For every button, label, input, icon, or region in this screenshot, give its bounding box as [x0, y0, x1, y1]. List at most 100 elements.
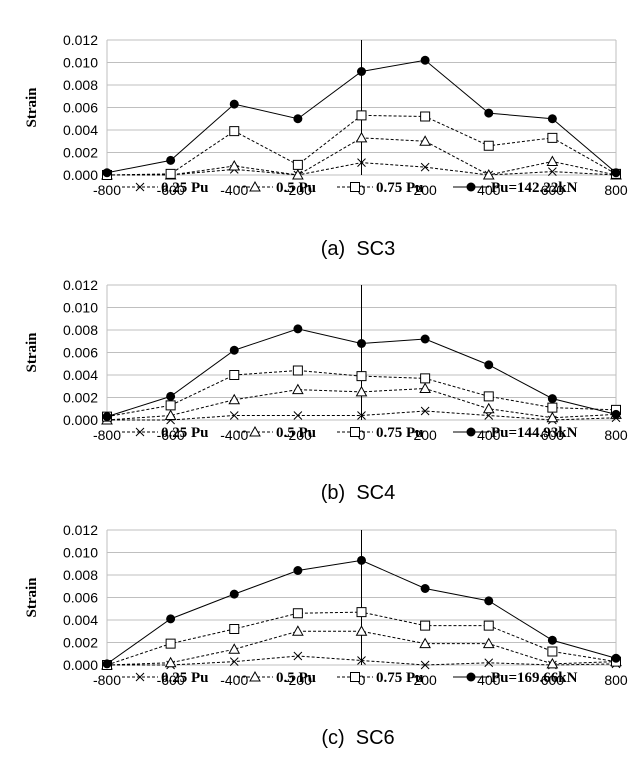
x-tick-label: -200 [284, 427, 312, 443]
data-point [484, 360, 494, 370]
data-point [356, 110, 367, 121]
data-point [356, 371, 367, 382]
legend-marker [350, 672, 360, 682]
data-point [166, 391, 176, 401]
y-tick-label: 0.002 [63, 390, 98, 406]
data-point [420, 162, 430, 172]
x-tick-label: 400 [477, 672, 501, 688]
chart-caption: (b) SC4 [321, 482, 395, 504]
data-point [292, 625, 304, 636]
data-point [546, 411, 559, 423]
data-point [484, 596, 494, 606]
data-point [547, 635, 557, 645]
x-tick-label: 400 [477, 182, 501, 198]
data-point [165, 638, 176, 649]
y-tick-label: 0.000 [63, 412, 98, 428]
data-point [164, 409, 177, 420]
data-point [293, 114, 303, 124]
data-point [420, 334, 430, 344]
legend-marker [249, 670, 261, 682]
strain-chart-panel: 0.000 0.002 0.004 0.006 0.008 0.010 0.012 -800 -… [24, 522, 628, 749]
data-point [547, 132, 558, 143]
x-tick-label: -400 [220, 672, 248, 688]
x-tick-label: 200 [413, 427, 437, 443]
x-tick-label: 800 [604, 182, 628, 198]
data-point [102, 412, 112, 422]
x-tick-label: 600 [541, 182, 565, 198]
data-point [420, 111, 431, 122]
data-point [228, 393, 241, 405]
y-tick-label: 0.000 [63, 657, 98, 673]
legend-marker [135, 427, 145, 437]
y-axis-label: Strain [24, 87, 40, 128]
legend-label: 0.75 Pu [376, 425, 424, 441]
y-tick-label: 0.006 [63, 345, 98, 361]
y-tick-label: 0.010 [63, 545, 98, 561]
data-point [292, 608, 303, 619]
x-tick-label: 600 [541, 427, 565, 443]
legend-marker [249, 425, 261, 437]
y-tick-label: 0.004 [63, 367, 98, 383]
legend-label: 0.75 Pu [376, 670, 424, 686]
data-point [165, 400, 176, 411]
y-tick-label: 0.008 [63, 77, 98, 93]
data-point [420, 406, 430, 416]
y-tick-label: 0.008 [63, 567, 98, 583]
legend-marker [466, 672, 476, 682]
legend-marker [350, 182, 360, 192]
data-point [355, 625, 368, 636]
data-point [483, 620, 494, 631]
data-point [165, 168, 176, 179]
legend-label: 0.5 Pu [276, 425, 316, 441]
data-point [419, 135, 431, 146]
legend-label: 0.25 Pu [161, 670, 209, 686]
data-point [293, 411, 303, 420]
chart-caption: (c) SC6 [321, 727, 394, 749]
x-tick-label: -600 [157, 427, 185, 443]
data-point [292, 365, 303, 376]
data-point [546, 155, 559, 166]
legend-marker [350, 427, 360, 437]
legend-label: 0.75 Pu [376, 180, 424, 196]
y-tick-label: 0.000 [63, 167, 98, 183]
data-point [166, 614, 176, 624]
data-point [548, 167, 557, 176]
data-point [229, 345, 239, 355]
data-point [546, 657, 559, 669]
data-point [292, 168, 304, 180]
data-point [229, 657, 239, 666]
data-point [357, 555, 366, 565]
x-tick-label: -600 [157, 182, 185, 198]
x-tick-label: -200 [284, 182, 312, 198]
data-point [228, 643, 241, 654]
data-point [482, 168, 495, 180]
data-point [611, 168, 621, 178]
y-tick-label: 0.012 [63, 32, 98, 48]
y-tick-label: 0.004 [63, 122, 98, 138]
data-point [420, 55, 430, 65]
x-tick-label: -800 [93, 427, 121, 443]
data-point [164, 656, 177, 668]
legend-label: 0.5 Pu [276, 180, 316, 196]
legend-label: Pu=142.22kN [491, 180, 578, 196]
data-point [229, 589, 239, 599]
data-point [547, 394, 557, 404]
y-tick-label: 0.006 [63, 590, 98, 606]
x-tick-label: -200 [284, 672, 312, 688]
data-point [229, 624, 240, 634]
data-point [547, 402, 558, 413]
y-tick-label: 0.010 [63, 300, 98, 316]
data-point [229, 411, 239, 420]
data-point [292, 383, 304, 395]
data-point [420, 584, 430, 593]
legend-label: 0.25 Pu [161, 425, 209, 441]
x-tick-label: 600 [541, 672, 565, 688]
x-tick-label: 0 [358, 182, 366, 198]
data-point [355, 385, 368, 397]
data-point [611, 409, 621, 419]
x-tick-label: 0 [358, 427, 366, 443]
data-point [229, 126, 240, 137]
data-point [611, 653, 621, 663]
legend-label: 0.25 Pu [161, 180, 209, 196]
